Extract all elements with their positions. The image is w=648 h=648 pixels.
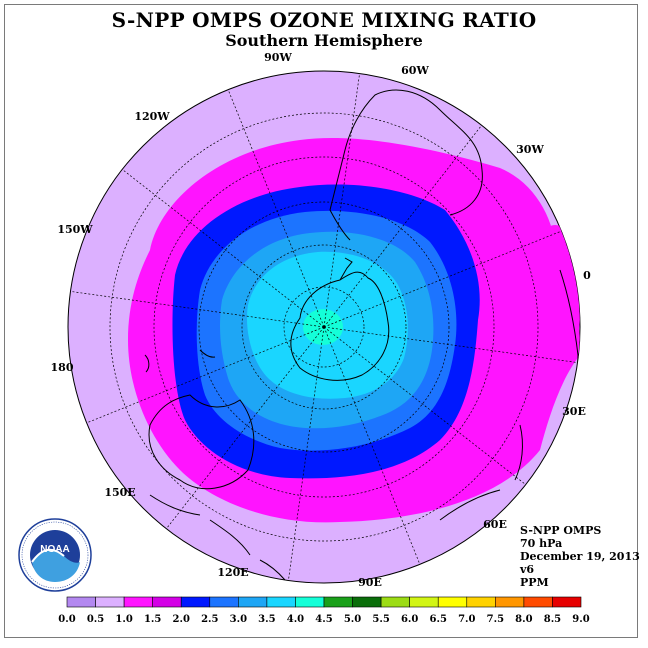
colorbar-tick-label: 6.5 <box>430 614 447 625</box>
plot-frame <box>4 4 638 638</box>
colorbar-tick-label: 9.0 <box>572 614 589 625</box>
instrument-label: S-NPP OMPS <box>520 524 602 537</box>
pressure-level-label: 70 hPa <box>520 537 563 550</box>
meridian-line <box>86 326 325 424</box>
colorbar-swatch <box>437 596 468 608</box>
colorbar-tick-label: 2.5 <box>201 614 218 625</box>
colorbar-tick-label: 1.0 <box>115 614 132 625</box>
colorbar-swatch <box>95 596 125 608</box>
colorbar-tick-label: 8.5 <box>544 614 561 625</box>
meridian-line <box>323 125 482 328</box>
colorbar-swatch <box>123 596 153 608</box>
colorbar-tick-label: 8.0 <box>515 614 532 625</box>
meridian-line <box>70 291 325 328</box>
lon-label-180: 180 <box>51 361 74 374</box>
colorbar-swatch <box>352 596 382 608</box>
meridian-line <box>323 73 360 328</box>
colorbar-swatch <box>180 596 211 608</box>
colorbar-tick-label: 7.5 <box>487 614 504 625</box>
colorbar-swatch <box>495 596 525 608</box>
colorbar-tick-labels: 0.0 0.5 1.0 1.5 2.0 2.5 3.0 3.5 4.0 4.5 5.0 5.5 6.0 6… <box>58 614 589 625</box>
colorbar-swatch <box>209 596 239 608</box>
lon-label-120w: 120W <box>134 110 170 123</box>
meridian-line <box>166 326 325 529</box>
colorbar-tick-label: 3.0 <box>230 614 247 625</box>
colorbar-swatch <box>295 596 325 608</box>
lon-label-120e: 120E <box>217 566 248 579</box>
meridian-line <box>323 326 526 485</box>
colorbar-tick-label: 4.5 <box>315 614 332 625</box>
colorbar-swatch <box>152 596 182 608</box>
meridian-line <box>323 326 578 363</box>
noaa-logo-icon: NOAA <box>18 518 92 592</box>
colorbar-swatch <box>552 596 582 608</box>
colorbar-tick-label: 0.5 <box>87 614 104 625</box>
colorbar-swatch <box>380 596 410 608</box>
lon-label-150e: 150E <box>104 486 135 499</box>
colorbar-swatch <box>323 596 353 608</box>
colorbar: 0.0 0.5 1.0 1.5 2.0 2.5 3.0 3.5 4.0 4.5 5.0 5.5 6.0 6… <box>58 596 590 625</box>
colorbar-tick-label: 2.0 <box>173 614 190 625</box>
colorbar-swatch <box>409 596 439 608</box>
meridian-line <box>288 326 325 581</box>
colorbar-tick-label: 5.5 <box>372 614 389 625</box>
colorbar-tick-label: 4.0 <box>287 614 304 625</box>
colorbar-swatch <box>266 596 296 608</box>
meridian-line <box>323 326 421 565</box>
meridian-line <box>227 89 325 328</box>
lon-label-90e: 90E <box>358 576 382 589</box>
colorbar-tick-label: 5.0 <box>344 614 361 625</box>
colorbar-tick-label: 6.0 <box>401 614 418 625</box>
colorbar-swatch <box>523 596 553 608</box>
date-label: December 19, 2013 <box>520 550 640 563</box>
colorbar-tick-label: 3.5 <box>258 614 275 625</box>
colorbar-tick-label: 0.0 <box>58 614 75 625</box>
lon-label-90w: 90W <box>264 51 292 64</box>
map-title: S-NPP OMPS OZONE MIXING RATIO <box>111 8 537 32</box>
colorbar-swatch <box>466 596 496 608</box>
lon-label-60e: 60E <box>483 518 507 531</box>
colorbar-tick-label: 7.0 <box>458 614 475 625</box>
meridian-line <box>323 230 562 328</box>
lon-label-0: 0 <box>583 269 591 282</box>
meridian-line <box>122 169 325 328</box>
coastlines <box>144 89 579 581</box>
version-label: v6 <box>520 563 535 576</box>
lon-label-30w: 30W <box>516 143 544 156</box>
lon-label-150w: 150W <box>57 223 93 236</box>
latitude-circles <box>109 112 539 542</box>
colorbar-swatch <box>238 596 268 608</box>
colorbar-swatches <box>66 596 582 608</box>
info-block: S-NPP OMPS 70 hPa December 19, 2013 v6 P… <box>520 524 640 589</box>
ozone-field <box>109 89 580 581</box>
noaa-logo-text: NOAA <box>40 544 69 555</box>
map-subtitle: Southern Hemisphere <box>225 31 423 50</box>
colorbar-swatch <box>66 596 96 608</box>
longitude-meridians <box>70 73 578 581</box>
units-label: PPM <box>520 576 549 589</box>
lon-label-30e: 30E <box>562 405 586 418</box>
lon-label-60w: 60W <box>401 64 429 77</box>
colorbar-tick-label: 1.5 <box>144 614 161 625</box>
